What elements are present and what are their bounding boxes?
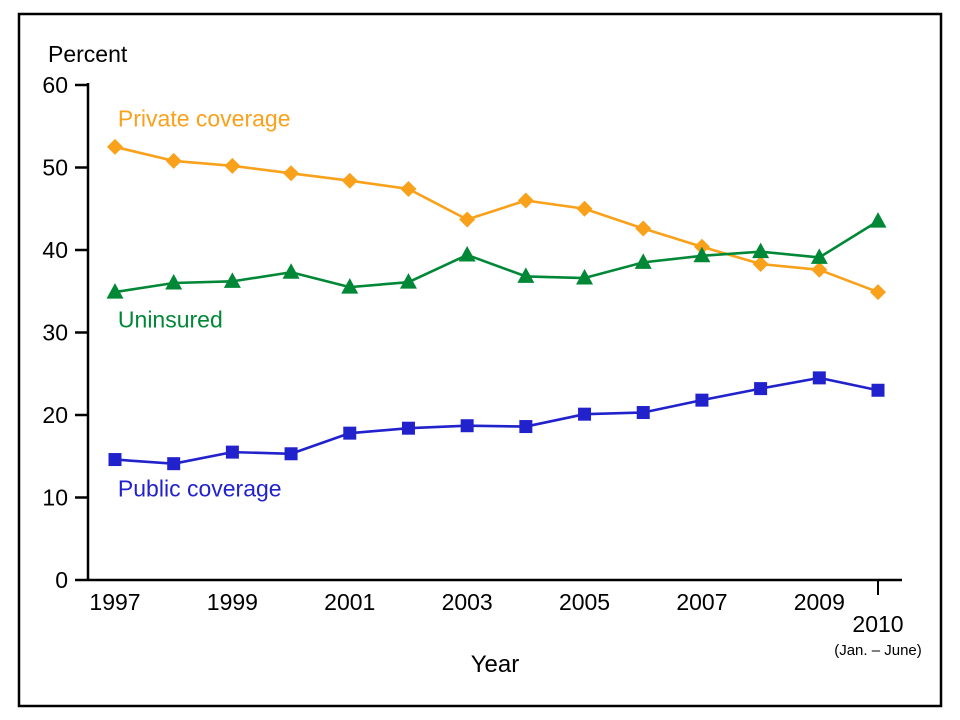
x-axis-title: Year xyxy=(471,651,520,678)
marker-diamond xyxy=(576,200,593,217)
marker-square xyxy=(519,420,533,434)
x-tick-label: 2007 xyxy=(676,589,727,615)
series-label-private-coverage: Private coverage xyxy=(118,105,291,131)
series-line-public-coverage xyxy=(114,376,879,465)
x-tick-label: 2005 xyxy=(559,589,610,615)
y-axis-title: Percent xyxy=(48,41,128,67)
marker-triangle xyxy=(341,278,359,294)
marker-triangle xyxy=(458,245,476,262)
x-tick-label: 1999 xyxy=(207,589,258,615)
marker-square xyxy=(401,421,415,435)
marker-triangle xyxy=(810,248,828,264)
marker-diamond xyxy=(517,192,534,209)
marker-square xyxy=(812,371,826,385)
marker-diamond xyxy=(107,138,123,155)
marker-triangle xyxy=(634,253,652,269)
series-label-public-coverage: Public coverage xyxy=(118,476,282,502)
marker-square xyxy=(108,453,122,467)
marker-triangle xyxy=(106,283,124,299)
y-tick-label: 0 xyxy=(55,567,68,593)
marker-square xyxy=(460,419,474,433)
marker-triangle xyxy=(517,267,535,283)
marker-square xyxy=(871,383,885,397)
y-tick-label: 60 xyxy=(42,72,68,98)
marker-diamond xyxy=(635,220,652,237)
marker-diamond xyxy=(341,172,358,189)
series-line-private-coverage xyxy=(114,145,879,294)
series-line-uninsured xyxy=(114,220,879,294)
series-label-uninsured: Uninsured xyxy=(118,307,223,333)
y-tick-label: 50 xyxy=(42,155,68,181)
marker-square xyxy=(754,382,768,396)
marker-triangle xyxy=(693,246,711,263)
marker-triangle xyxy=(752,242,770,259)
y-tick-label: 20 xyxy=(42,402,68,428)
y-tick-label: 10 xyxy=(42,485,68,511)
marker-diamond xyxy=(752,256,769,273)
marker-triangle xyxy=(576,269,594,285)
y-tick-label: 30 xyxy=(42,320,68,346)
marker-diamond xyxy=(870,284,886,301)
marker-square xyxy=(225,445,239,459)
marker-square xyxy=(695,393,709,407)
marker-triangle xyxy=(869,212,887,228)
marker-diamond xyxy=(224,157,241,174)
x-tick-label: 2010 xyxy=(852,611,903,637)
marker-triangle xyxy=(282,263,300,279)
x-tick-label: 2009 xyxy=(794,589,845,615)
y-tick-label: 40 xyxy=(42,237,68,263)
marker-diamond xyxy=(283,165,300,182)
x-tick-label: 1997 xyxy=(89,589,140,615)
marker-triangle xyxy=(165,274,183,290)
marker-diamond xyxy=(459,211,476,228)
marker-square xyxy=(284,447,298,461)
x-tick-label: 2003 xyxy=(442,589,493,615)
marker-triangle xyxy=(399,273,417,289)
marker-square xyxy=(167,457,181,471)
chart-border xyxy=(17,12,943,708)
marker-square xyxy=(578,407,592,421)
x-tick-label: 2001 xyxy=(324,589,375,615)
marker-diamond xyxy=(165,152,182,169)
marker-diamond xyxy=(400,180,417,197)
marker-triangle xyxy=(223,272,241,288)
marker-square xyxy=(343,426,357,440)
marker-diamond xyxy=(811,261,828,278)
x-tick-note: (Jan. – June) xyxy=(834,642,922,659)
marker-diamond xyxy=(693,238,710,255)
marker-square xyxy=(636,406,650,420)
